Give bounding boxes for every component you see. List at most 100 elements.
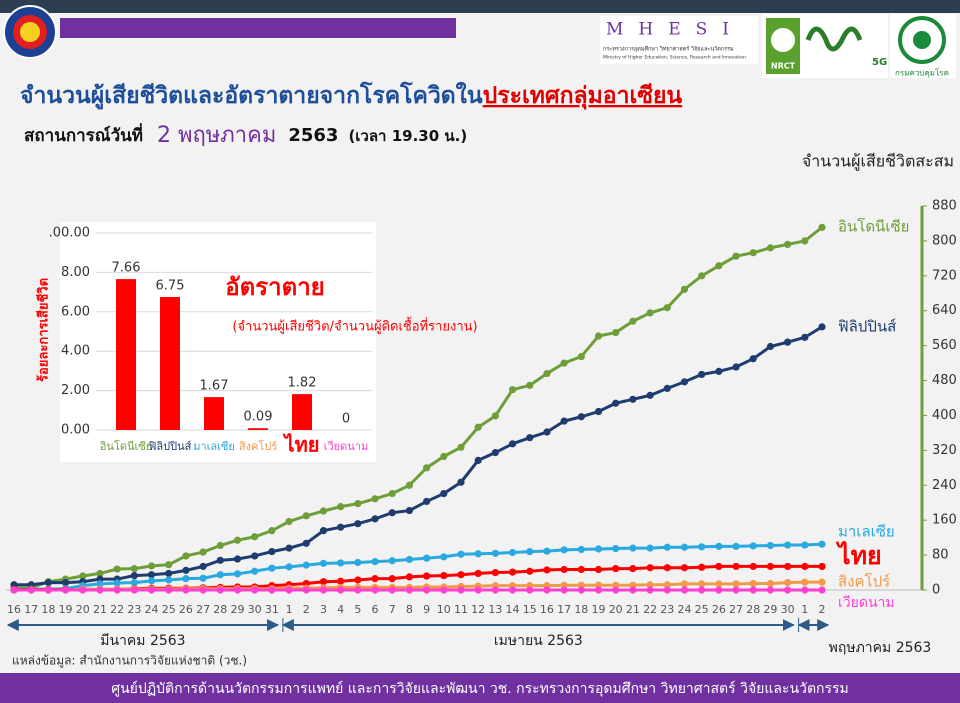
series-point: [680, 285, 689, 293]
y-tick-label: 0: [932, 583, 940, 598]
series-point: [474, 456, 482, 464]
ddc-emblem: [913, 31, 931, 49]
series-point: [749, 355, 757, 363]
series-point: [319, 578, 328, 586]
series-point: [233, 586, 242, 594]
x-tick-label: 9: [423, 603, 430, 616]
footer: ศูนย์ปฏิบัติการด้านนวัตกรรมการแพทย์ และก…: [111, 680, 849, 697]
bar: [160, 297, 180, 430]
series-point: [113, 579, 121, 587]
series-point: [405, 506, 414, 515]
series-point: [422, 554, 431, 562]
series-point: [680, 580, 689, 588]
series-point: [766, 342, 775, 351]
x-tick-label: 29: [763, 603, 777, 616]
series-point: [457, 478, 465, 486]
series-point: [199, 574, 207, 582]
series-point: [354, 500, 362, 508]
series-point: [130, 578, 138, 587]
series-point: [732, 562, 740, 571]
y-tick-label: 640: [932, 303, 957, 318]
series-point: [594, 332, 603, 340]
series-point: [629, 586, 637, 594]
series-point: [216, 571, 224, 579]
series-point: [560, 586, 568, 594]
x-tick-label: 31: [265, 603, 279, 616]
series-point: [268, 527, 276, 535]
x-tick-label: 30: [248, 603, 262, 616]
series-point: [405, 555, 414, 564]
x-tick-label: 27: [196, 603, 210, 616]
x-tick-label: 1: [286, 603, 293, 616]
title-main: จำนวนผู้เสียชีวิตและอัตราตายจากโรคโควิดใ…: [20, 81, 483, 110]
series-point: [285, 517, 293, 526]
nrct-emblem: [771, 28, 795, 52]
y-tick-label: .00.00: [49, 226, 90, 241]
x-tick-label: 28: [213, 603, 227, 616]
series-point: [319, 527, 328, 535]
bar: [292, 394, 312, 430]
bar-value-label: 1.82: [288, 376, 317, 391]
series-point: [302, 512, 310, 520]
series-point: [594, 565, 603, 574]
series-point: [457, 571, 465, 579]
series-point: [491, 448, 499, 457]
series-point: [199, 586, 207, 594]
series-point: [612, 544, 620, 553]
vc-logo: [805, 26, 863, 52]
x-tick-label: 19: [59, 603, 73, 616]
series-point: [96, 586, 104, 594]
ddc-text: กรมควบคุมโรค: [895, 68, 949, 78]
x-tick-label: 22: [110, 603, 124, 616]
series-point: [337, 586, 345, 594]
series-point: [61, 586, 70, 594]
x-tick-label: 4: [337, 603, 344, 616]
series-label: สิงคโปร์: [838, 573, 890, 591]
series-point: [749, 586, 757, 594]
series-point: [457, 550, 465, 558]
x-tick-label: 28: [746, 603, 760, 616]
series-point: [680, 543, 689, 551]
bar-category-label: มาเลเซีย: [193, 440, 235, 453]
mhesi-logo: MHESI: [606, 20, 744, 40]
series-point: [319, 507, 328, 515]
series-point: [337, 523, 345, 531]
series-point: [732, 363, 740, 371]
x-tick-label: 1: [801, 603, 808, 616]
x-tick-label: 24: [145, 603, 159, 616]
bar-value-label: 1.67: [200, 379, 229, 394]
series-point: [577, 565, 585, 574]
series-point: [251, 586, 259, 594]
series-point: [784, 338, 792, 346]
title-highlight: ประเทศกลุ่มอาเซียน: [483, 83, 683, 110]
series-point: [233, 570, 242, 578]
series-point: [285, 563, 293, 571]
series-point: [508, 548, 517, 557]
series-point: [818, 562, 826, 571]
month-label: มีนาคม 2563: [100, 633, 185, 649]
series-point: [526, 586, 534, 594]
source: แหล่งข้อมูล: สำนักงานการวิจัยแห่งชาติ (ว…: [12, 654, 247, 669]
y-tick-label: 720: [932, 268, 957, 283]
inset-title: อัตราตาย: [225, 273, 325, 301]
series-point: [680, 586, 689, 594]
series-point: [766, 541, 775, 550]
series-point: [199, 548, 207, 556]
bar-category-label: เวียดนาม: [324, 440, 368, 453]
series-point: [474, 569, 482, 578]
series-point: [508, 440, 517, 448]
series-point: [543, 547, 551, 555]
series-point: [388, 509, 396, 517]
series-point: [629, 565, 637, 573]
series-point: [491, 412, 499, 420]
y-tick-label: 320: [932, 443, 957, 458]
situation-label: สถานการณ์วันที่: [24, 123, 143, 146]
series-point: [302, 539, 310, 547]
series-point: [818, 540, 826, 548]
series-point: [766, 586, 775, 594]
x-tick-label: 5: [354, 603, 361, 616]
series-point: [491, 568, 499, 577]
y-tick-label: 4.00: [61, 344, 90, 359]
x-tick-label: 16: [540, 603, 554, 616]
series-point: [79, 586, 87, 594]
